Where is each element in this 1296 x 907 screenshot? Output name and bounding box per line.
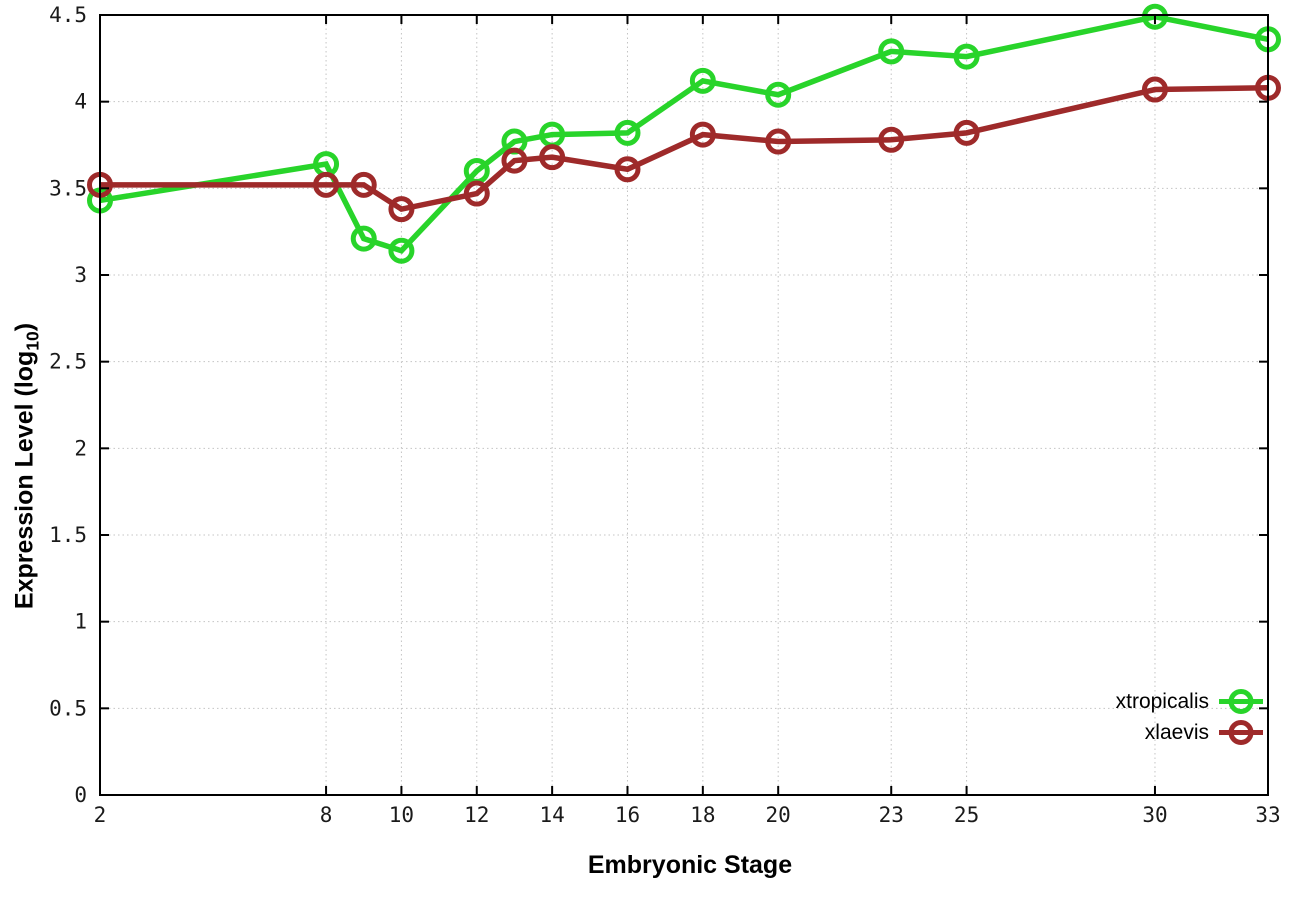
data-point-marker <box>388 237 415 264</box>
y-tick-label: 0 <box>74 783 87 807</box>
y-tick-label: 4.5 <box>49 3 87 27</box>
x-tick-label: 18 <box>690 803 715 827</box>
legend-marker-xlaevis <box>1219 720 1263 745</box>
data-point-marker <box>689 121 716 148</box>
plot-frame <box>99 14 1269 796</box>
data-point-marker <box>350 171 377 198</box>
data-point-marker <box>765 81 792 108</box>
x-tick-label: 8 <box>320 803 333 827</box>
tick-label-layer: 2 8 10 12 14 16 18 20 23 25 30 33 0 0.5 1 1.5 2 2.5 3 3.5 4 4… <box>49 3 1281 827</box>
x-tick-label: 33 <box>1255 803 1280 827</box>
y-axis-title-subscript: 10 <box>22 331 43 351</box>
y-axis-title-end: ) <box>10 322 39 332</box>
y-tick-label: 2.5 <box>49 350 87 374</box>
data-point-marker <box>313 171 340 198</box>
series-line-xlaevis <box>100 85 1269 213</box>
legend-label: xtropicalis <box>1115 690 1209 713</box>
data-point-marker <box>539 144 566 171</box>
x-tick-label: 14 <box>539 803 564 827</box>
x-tick-label: 20 <box>766 803 791 827</box>
data-point-marker <box>350 225 377 252</box>
plot-border <box>99 14 1269 796</box>
y-tick-label: 1.5 <box>49 523 87 547</box>
data-point-marker <box>953 43 980 70</box>
x-tick-label: 25 <box>954 803 979 827</box>
data-point-marker <box>1141 76 1168 103</box>
data-point-marker <box>388 196 415 223</box>
data-point-marker <box>689 67 716 94</box>
y-axis-title-main: Expression Level (log <box>10 350 39 610</box>
data-point-marker <box>953 119 980 146</box>
data-point-marker <box>1141 3 1168 30</box>
x-tick-label: 23 <box>879 803 904 827</box>
legend-item-xlaevis: xlaevis <box>1145 719 1264 746</box>
y-axis-title: Expression Level (log10) <box>11 323 44 609</box>
y-tick-label: 0.5 <box>49 696 87 720</box>
data-point-marker <box>463 180 490 207</box>
x-tick-label: 16 <box>615 803 640 827</box>
x-tick-label: 30 <box>1142 803 1167 827</box>
x-tick-label: 2 <box>94 803 107 827</box>
legend-label: xlaevis <box>1144 721 1209 744</box>
legend-marker-xtropicalis <box>1219 689 1263 714</box>
data-point-marker <box>878 126 905 153</box>
y-tick-label: 4 <box>74 90 87 114</box>
y-tick-label: 3.5 <box>49 176 87 200</box>
grid-layer <box>99 14 1269 796</box>
y-tick-label: 2 <box>74 436 87 460</box>
x-axis-title: Embryonic Stage <box>587 851 793 879</box>
data-point-marker <box>501 147 528 174</box>
y-tick-label: 1 <box>74 610 87 634</box>
series-line-xtropicalis <box>99 13 1269 254</box>
legend-item-xtropicalis: xtropicalis <box>1116 688 1264 715</box>
legend: xtropicalis xlaevis <box>1116 688 1264 746</box>
data-point-marker <box>614 156 641 183</box>
data-point-marker <box>765 128 792 155</box>
series-layer <box>87 3 1281 264</box>
x-tick-label: 12 <box>464 803 489 827</box>
x-tick-label: 10 <box>389 803 414 827</box>
data-point-marker <box>614 119 641 146</box>
data-point-marker <box>878 38 905 65</box>
y-tick-label: 3 <box>74 263 87 287</box>
